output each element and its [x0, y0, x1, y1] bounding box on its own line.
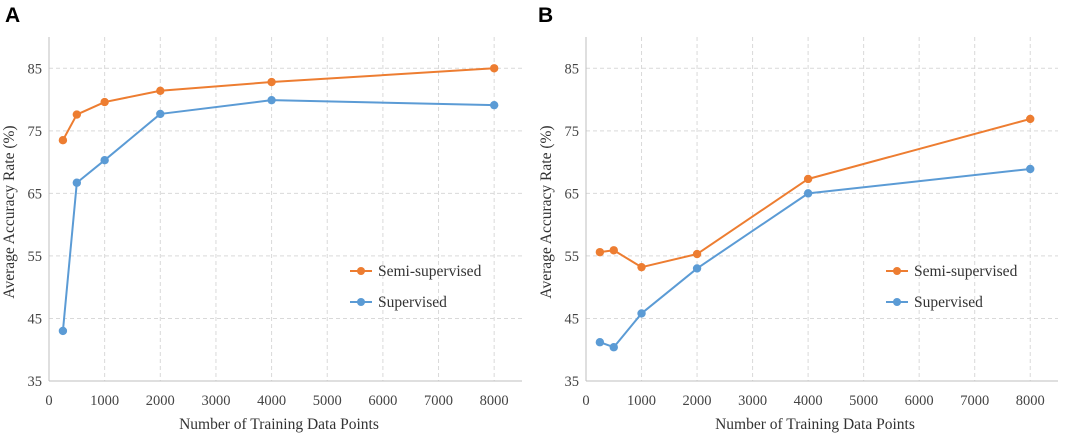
data-point-semi-supervised-b	[692, 249, 702, 259]
y-tick-label: 65	[28, 186, 43, 202]
data-point-semi-supervised-a	[58, 136, 68, 145]
panel-b-y-axis-title: Average Accuracy Rate (%)	[538, 125, 555, 298]
data-point-semi-supervised-a	[267, 77, 276, 87]
x-tick-label: 8000	[1016, 393, 1045, 409]
y-tick-label: 55	[28, 249, 43, 265]
panel-a-x-axis-title: Number of Training Data Points	[179, 416, 379, 433]
data-point-supervised-a	[489, 100, 499, 110]
data-point-semi-supervised-a	[156, 86, 165, 95]
panel-b-x-axis-title: Number of Training Data Points	[715, 416, 915, 433]
chart-panel-a: A 0 1000 2000 3000 4000 5000 6000 7000 8000 35 45…	[1, 4, 522, 433]
x-tick-label: 1000	[90, 393, 119, 409]
legend-marker-semi-supervised-a	[357, 267, 365, 275]
x-tick-label: 5000	[313, 393, 342, 409]
panel-label-a: A	[5, 4, 20, 27]
legend-marker-supervised-b	[893, 298, 901, 306]
x-tick-label: 8000	[480, 393, 509, 409]
panel-b-y-ticks: 35 45 55 65 75 85	[565, 61, 580, 390]
panel-a-y-ticks: 35 45 55 65 75 85	[28, 61, 43, 390]
data-point-supervised-b	[637, 309, 646, 318]
panel-b-axes	[585, 37, 1058, 382]
x-tick-label: 7000	[960, 393, 989, 409]
y-tick-label: 55	[565, 249, 580, 265]
series-line-semi-supervised-a	[62, 67, 495, 141]
y-tick-label: 45	[565, 311, 580, 327]
panel-a-y-axis-title: Average Accuracy Rate (%)	[1, 125, 18, 298]
data-point-semi-supervised-b	[803, 174, 813, 184]
legend-marker-semi-supervised-b	[893, 267, 901, 275]
y-tick-label: 85	[28, 61, 43, 77]
data-point-semi-supervised-b	[609, 246, 618, 255]
data-point-supervised-a	[156, 109, 165, 119]
data-point-supervised-b	[1026, 164, 1035, 174]
panel-b-series	[595, 114, 1035, 352]
x-tick-label: 4000	[794, 393, 823, 409]
data-point-supervised-a	[72, 178, 82, 187]
panel-b-grid	[586, 37, 1058, 381]
data-point-semi-supervised-b	[1026, 114, 1035, 124]
x-tick-label: 5000	[849, 393, 878, 409]
legend-label-semi-supervised-b: Semi-supervised	[914, 263, 1018, 280]
data-point-supervised-a	[58, 326, 68, 336]
data-point-semi-supervised-a	[72, 110, 82, 119]
data-point-supervised-a	[100, 156, 109, 165]
data-point-semi-supervised-b	[637, 262, 646, 272]
y-tick-label: 85	[565, 61, 580, 77]
y-tick-label: 35	[565, 374, 580, 390]
series-line-supervised-a	[61, 99, 495, 332]
data-point-semi-supervised-b	[595, 247, 605, 257]
panel-a-legend: Semi-supervised Supervised	[350, 263, 482, 311]
y-tick-label: 75	[28, 124, 43, 140]
x-tick-label: 0	[582, 393, 589, 409]
panel-a-axes	[48, 37, 522, 382]
x-tick-label: 3000	[738, 393, 767, 409]
x-tick-label: 3000	[201, 393, 230, 409]
legend-marker-supervised-a	[357, 298, 365, 306]
y-tick-label: 65	[565, 186, 580, 202]
y-tick-label: 75	[565, 124, 580, 140]
x-tick-label: 2000	[146, 393, 175, 409]
x-tick-label: 0	[45, 393, 52, 409]
legend-label-semi-supervised-a: Semi-supervised	[378, 263, 482, 280]
panel-a-grid	[49, 37, 522, 381]
x-tick-label: 1000	[627, 393, 656, 409]
data-point-supervised-b	[692, 264, 702, 273]
x-tick-label: 4000	[257, 393, 286, 409]
x-tick-label: 6000	[905, 393, 934, 409]
legend-label-supervised-a: Supervised	[378, 294, 447, 311]
series-line-supervised-b	[599, 167, 1031, 349]
data-point-semi-supervised-a	[100, 97, 109, 107]
data-point-supervised-b	[609, 343, 618, 352]
panel-b-legend: Semi-supervised Supervised	[886, 263, 1018, 311]
panel-b-x-ticks: 0 1000 2000 3000 4000 5000 6000 7000 8000	[582, 393, 1044, 409]
data-point-supervised-b	[803, 189, 813, 198]
x-tick-label: 2000	[683, 393, 712, 409]
chart-panel-b: B 0 1000 2000 3000 4000 5000 6000 7000 8000 35 45…	[538, 4, 1058, 433]
data-point-supervised-b	[595, 338, 605, 347]
data-point-supervised-a	[267, 95, 276, 105]
y-tick-label: 35	[28, 374, 43, 390]
x-tick-label: 6000	[368, 393, 397, 409]
data-point-semi-supervised-a	[489, 64, 499, 73]
legend-label-supervised-b: Supervised	[914, 294, 983, 311]
panel-a-series	[58, 64, 499, 336]
y-tick-label: 45	[28, 311, 43, 327]
panel-a-x-ticks: 0 1000 2000 3000 4000 5000 6000 7000 8000	[45, 393, 508, 409]
x-tick-label: 7000	[424, 393, 453, 409]
panel-label-b: B	[538, 4, 553, 27]
